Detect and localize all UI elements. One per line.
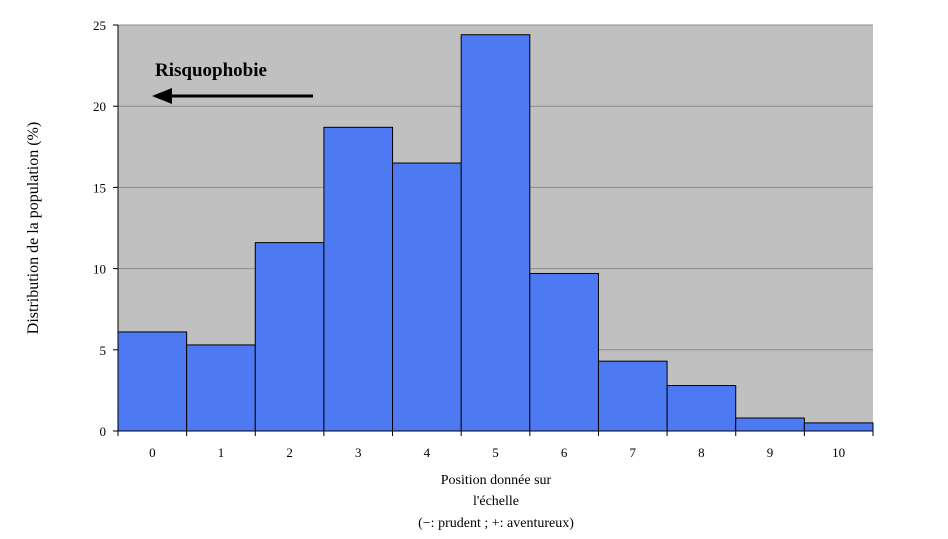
- x-tick-label-4: 4: [424, 445, 431, 460]
- y-ticks: 0 5 10 15 20 25: [93, 18, 118, 439]
- bars: [117, 34, 874, 432]
- y-tick-label: 10: [93, 262, 106, 277]
- x-tick-label-5: 5: [492, 445, 499, 460]
- y-tick-label: 25: [93, 18, 106, 33]
- x-tick-label-9: 9: [767, 445, 774, 460]
- bar-6: [529, 272, 599, 432]
- bar-5: [460, 34, 531, 432]
- bar-4: [392, 162, 462, 432]
- left-arrow-icon: [152, 88, 313, 104]
- x-axis-label-line-3: (−: prudent ; +: aventureux): [418, 516, 574, 531]
- bar-9: [735, 417, 805, 432]
- x-ticks: 0 1 2 3 4 5 6 7 8 9 10: [117, 431, 874, 460]
- y-tick-label: 5: [100, 343, 107, 358]
- bar-2: [254, 242, 325, 432]
- annotation-label: Risquophobie: [155, 60, 267, 81]
- x-tick-label-0: 0: [149, 445, 156, 460]
- bar-8: [666, 385, 737, 432]
- bar-3: [323, 126, 394, 432]
- x-tick-label-8: 8: [698, 445, 705, 460]
- x-axis-label-line-2: l'échelle: [473, 494, 519, 509]
- y-axis-label: Distribution de la population (%): [25, 122, 42, 334]
- x-tick-label-3: 3: [355, 445, 362, 460]
- bar-0: [117, 331, 188, 432]
- x-tick-label-2: 2: [286, 445, 293, 460]
- y-tick-label: 0: [100, 424, 107, 439]
- x-tick-label-7: 7: [630, 445, 637, 460]
- x-tick-label-10: 10: [832, 445, 845, 460]
- x-tick-label-6: 6: [561, 445, 568, 460]
- x-tick-label-1: 1: [218, 445, 225, 460]
- x-axis-label-line-1: Position donnée sur: [441, 473, 552, 488]
- bar-10: [803, 422, 874, 432]
- y-tick-label: 15: [93, 180, 106, 195]
- bar-7: [597, 360, 668, 432]
- bar-1: [186, 344, 256, 432]
- y-tick-label: 20: [93, 99, 106, 114]
